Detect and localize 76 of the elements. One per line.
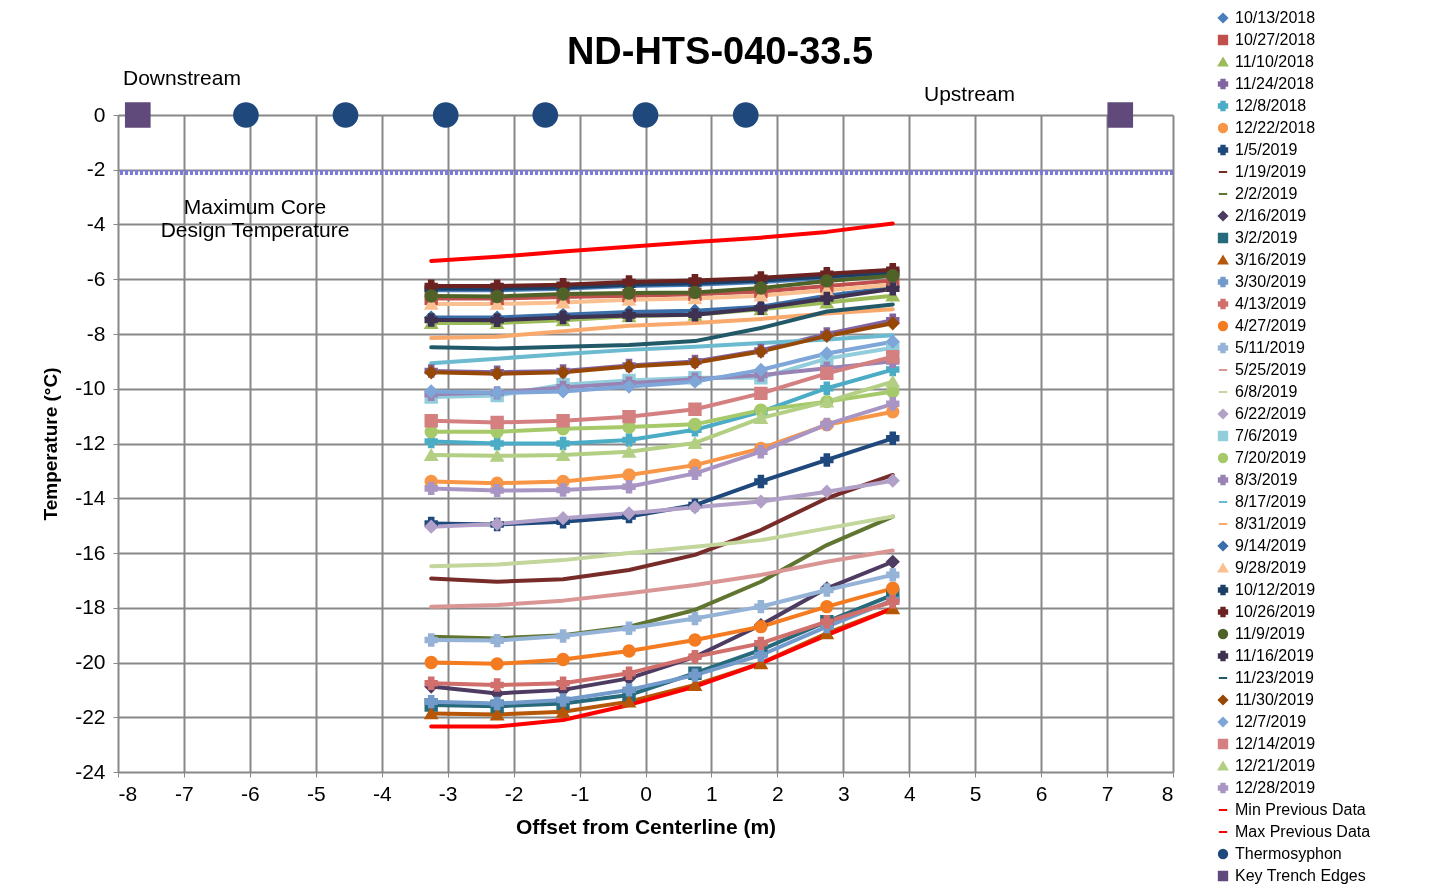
y-tick-label: 0 xyxy=(93,102,106,126)
legend-label: 9/28/2019 xyxy=(1235,559,1307,576)
legend-label: 10/12/2019 xyxy=(1235,581,1316,598)
legend-label: 8/31/2019 xyxy=(1235,515,1307,532)
legend-label: 12/8/2018 xyxy=(1235,97,1307,114)
x-tick-label: 1 xyxy=(706,781,718,805)
legend-label: 7/6/2019 xyxy=(1235,427,1298,444)
legend-label: 11/23/2019 xyxy=(1235,669,1314,686)
legend-label: 11/30/2019 xyxy=(1235,691,1314,708)
legend-label: 9/14/2019 xyxy=(1235,537,1307,554)
y-tick-label: -2 xyxy=(86,157,106,181)
x-tick-label: 8 xyxy=(1161,781,1174,805)
x-tick-label: -3 xyxy=(438,781,458,805)
x-tick-label: -5 xyxy=(306,781,326,805)
legend-label: 12/14/2019 xyxy=(1235,735,1316,752)
x-tick-label: 0 xyxy=(640,781,652,805)
x-tick-label: -4 xyxy=(372,781,392,805)
legend-label: 3/2/2019 xyxy=(1235,229,1298,246)
legend-label: 5/11/2019 xyxy=(1235,339,1306,356)
x-tick-label: -8 xyxy=(118,781,138,805)
legend-label: 11/24/2018 xyxy=(1235,75,1314,92)
x-tick-label: -2 xyxy=(504,781,524,805)
legend-label: 12/28/2019 xyxy=(1235,779,1316,796)
legend-label: 6/8/2019 xyxy=(1235,383,1298,400)
legend-label: 10/27/2018 xyxy=(1235,31,1316,48)
legend-label: 10/26/2019 xyxy=(1235,603,1316,620)
x-tick-label: 5 xyxy=(969,781,982,805)
y-axis-title: Temperature (°C) xyxy=(40,367,62,521)
legend-label: 8/17/2019 xyxy=(1235,493,1307,510)
legend-label: 11/16/2019 xyxy=(1235,647,1314,664)
legend-label: 5/25/2019 xyxy=(1235,361,1307,378)
y-tick-label: -22 xyxy=(75,704,106,728)
y-tick-label: -4 xyxy=(86,212,106,235)
x-tick-label: 4 xyxy=(903,781,916,805)
x-tick-label: -7 xyxy=(175,781,194,805)
chart-title: ND-HTS-040-33.5 xyxy=(566,30,874,72)
x-tick-label: 6 xyxy=(1035,781,1048,805)
legend-label: 8/3/2019 xyxy=(1235,471,1298,488)
legend-label: 10/13/2018 xyxy=(1235,9,1316,26)
y-tick-label: -16 xyxy=(75,540,106,564)
y-tick-label: -18 xyxy=(75,595,106,619)
legend-label: 6/22/2019 xyxy=(1235,405,1307,422)
y-tick-label: -10 xyxy=(75,376,106,400)
x-tick-label: -1 xyxy=(570,781,590,805)
x-tick-label: 3 xyxy=(837,781,850,805)
legend-label: 1/5/2019 xyxy=(1235,141,1298,158)
legend-label: Max Previous Data xyxy=(1235,823,1371,840)
legend-label: 12/21/2019 xyxy=(1235,757,1316,774)
legend-label: Min Previous Data xyxy=(1235,801,1366,818)
legend-label: Thermosyphon xyxy=(1235,845,1342,862)
x-tick-label: -6 xyxy=(241,781,260,805)
text: Downstream xyxy=(123,66,241,89)
text: Upstream xyxy=(924,82,1016,105)
legend-label: 1/19/2019 xyxy=(1235,163,1307,180)
legend-label: 4/27/2019 xyxy=(1235,317,1307,334)
legend-label: 2/16/2019 xyxy=(1235,207,1307,224)
ref-line-label: Maximum Core Design Temperature xyxy=(160,195,350,241)
legend-label: 11/9/2019 xyxy=(1235,625,1306,642)
legend-label: 12/7/2019 xyxy=(1235,713,1307,730)
legend-label: 11/10/2018 xyxy=(1235,53,1314,70)
legend-label: 3/16/2019 xyxy=(1235,251,1307,268)
y-tick-label: -14 xyxy=(75,485,106,509)
x-tick-label: 7 xyxy=(1101,781,1114,805)
legend-label: 12/22/2018 xyxy=(1235,119,1316,136)
y-tick-label: -12 xyxy=(75,431,106,454)
legend-label: Key Trench Edges xyxy=(1235,867,1366,884)
x-axis-title: Offset from Centerline (m) xyxy=(515,814,777,838)
y-tick-label: -24 xyxy=(75,759,106,783)
legend-label: 4/13/2019 xyxy=(1235,295,1307,312)
y-tick-label: -6 xyxy=(86,266,106,290)
legend-label: 7/20/2019 xyxy=(1235,449,1307,466)
y-tick-label: -20 xyxy=(75,650,106,673)
legend-label: 3/30/2019 xyxy=(1235,273,1307,290)
y-tick-label: -8 xyxy=(86,321,106,345)
legend-label: 2/2/2019 xyxy=(1235,185,1298,202)
x-tick-label: 2 xyxy=(772,781,784,805)
